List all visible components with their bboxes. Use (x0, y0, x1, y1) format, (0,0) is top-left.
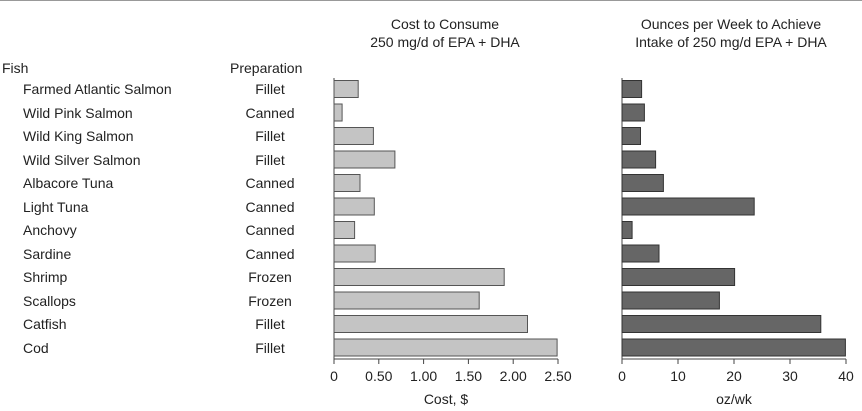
preparation-label: Frozen (248, 269, 292, 285)
ounces-bar (621, 103, 645, 122)
fish-name-label: Scallops (23, 292, 76, 309)
preparation-label: Fillet (255, 151, 285, 168)
cost-bar (333, 127, 374, 145)
fish-name-label: Wild King Salmon (23, 128, 134, 144)
preparation-label: Fillet (255, 128, 285, 144)
cost-tick-label: 0.50 (365, 368, 392, 384)
cost-bar (333, 197, 375, 216)
cost-tick-label: 1.00 (410, 368, 437, 384)
fish-name-label: Shrimp (23, 269, 68, 285)
ounces-bar (621, 291, 720, 310)
ounces-bar (621, 338, 846, 357)
fish-name-label: Light Tuna (23, 198, 89, 215)
ounces-bar (621, 174, 664, 192)
ounces-tick-label: 20 (726, 368, 742, 384)
preparation-label: Canned (245, 175, 295, 191)
preparation-label: Canned (245, 198, 295, 215)
cost-bar (333, 103, 343, 122)
ounces-chart-title-line1: Ounces per Week to Achieve (640, 16, 822, 32)
top-rule (0, 0, 862, 1)
ounces-bar (621, 80, 643, 98)
ounces-bar (621, 197, 755, 216)
cost-bar (333, 80, 359, 98)
cost-bar (333, 244, 376, 263)
cost-bar (333, 291, 480, 310)
cost-chart-title: Cost to Consume 250 mg/d of EPA + DHA (310, 15, 580, 51)
ounces-bar (621, 268, 736, 286)
cost-bar (333, 338, 558, 357)
ounces-chart-title-line2: Intake of 250 mg/d EPA + DHA (635, 34, 827, 50)
fish-name-label: Farmed Atlantic Salmon (23, 81, 172, 97)
fish-name-label: Wild Silver Salmon (23, 151, 141, 168)
fish-name-label: Sardine (23, 245, 72, 262)
preparation-label: Canned (245, 245, 295, 262)
ounces-bar (621, 127, 641, 145)
cost-bar (333, 221, 356, 239)
fish-name-label: Cod (23, 339, 49, 356)
cost-bar (333, 150, 396, 169)
ounces-tick-label: 10 (670, 368, 686, 384)
preparation-label: Canned (245, 222, 295, 238)
ounces-bar (621, 244, 660, 263)
preparation-column-header: Preparation (230, 60, 303, 76)
ounces-chart-title: Ounces per Week to Achieve Intake of 250… (596, 15, 862, 51)
preparation-label: Fillet (255, 81, 285, 97)
ounces-tick-label: 30 (782, 368, 798, 384)
cost-bar (333, 174, 361, 192)
fish-name-label: Albacore Tuna (23, 175, 114, 191)
preparation-label: Fillet (255, 339, 285, 356)
ounces-bar (621, 150, 657, 169)
ounces-bar (621, 315, 822, 333)
cost-chart-title-line1: Cost to Consume (390, 16, 500, 32)
ounces-bar (621, 221, 633, 239)
preparation-label: Frozen (248, 292, 292, 309)
fish-column-header: Fish (2, 60, 29, 76)
ounces-x-axis-label: oz/wk (716, 391, 753, 407)
fish-name-label: Catfish (23, 316, 67, 332)
cost-tick-label: 0 (330, 368, 338, 384)
cost-bar (333, 315, 528, 333)
cost-bar (333, 268, 505, 286)
cost-tick-label: 2.00 (500, 368, 527, 384)
fish-name-label: Wild Pink Salmon (23, 104, 133, 121)
fish-name-label: Anchovy (23, 222, 77, 238)
ounces-tick-label: 40 (838, 368, 854, 384)
ounces-tick-label: 0 (618, 368, 626, 384)
preparation-label: Fillet (255, 316, 285, 332)
cost-tick-label: 2.50 (544, 368, 571, 384)
cost-tick-label: 1.50 (455, 368, 482, 384)
cost-chart-title-line2: 250 mg/d of EPA + DHA (370, 34, 520, 50)
preparation-label: Canned (245, 104, 295, 121)
cost-x-axis-label: Cost, $ (424, 391, 469, 407)
